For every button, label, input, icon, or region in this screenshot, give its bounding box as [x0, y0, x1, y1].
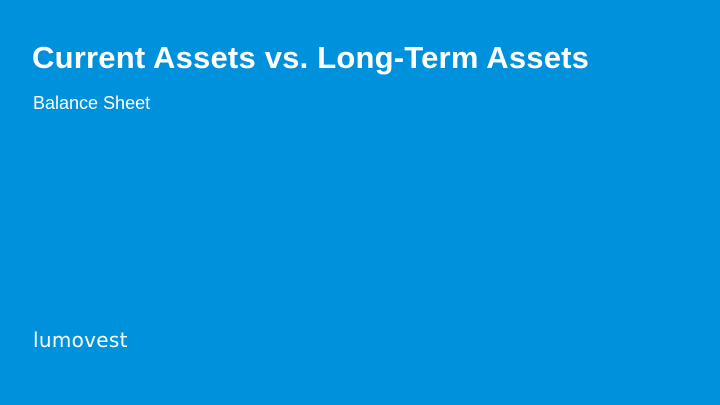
slide-title: Current Assets vs. Long-Term Assets — [32, 40, 590, 75]
brand-logo: lumovest — [33, 328, 128, 352]
slide-subtitle: Balance Sheet — [33, 93, 151, 113]
